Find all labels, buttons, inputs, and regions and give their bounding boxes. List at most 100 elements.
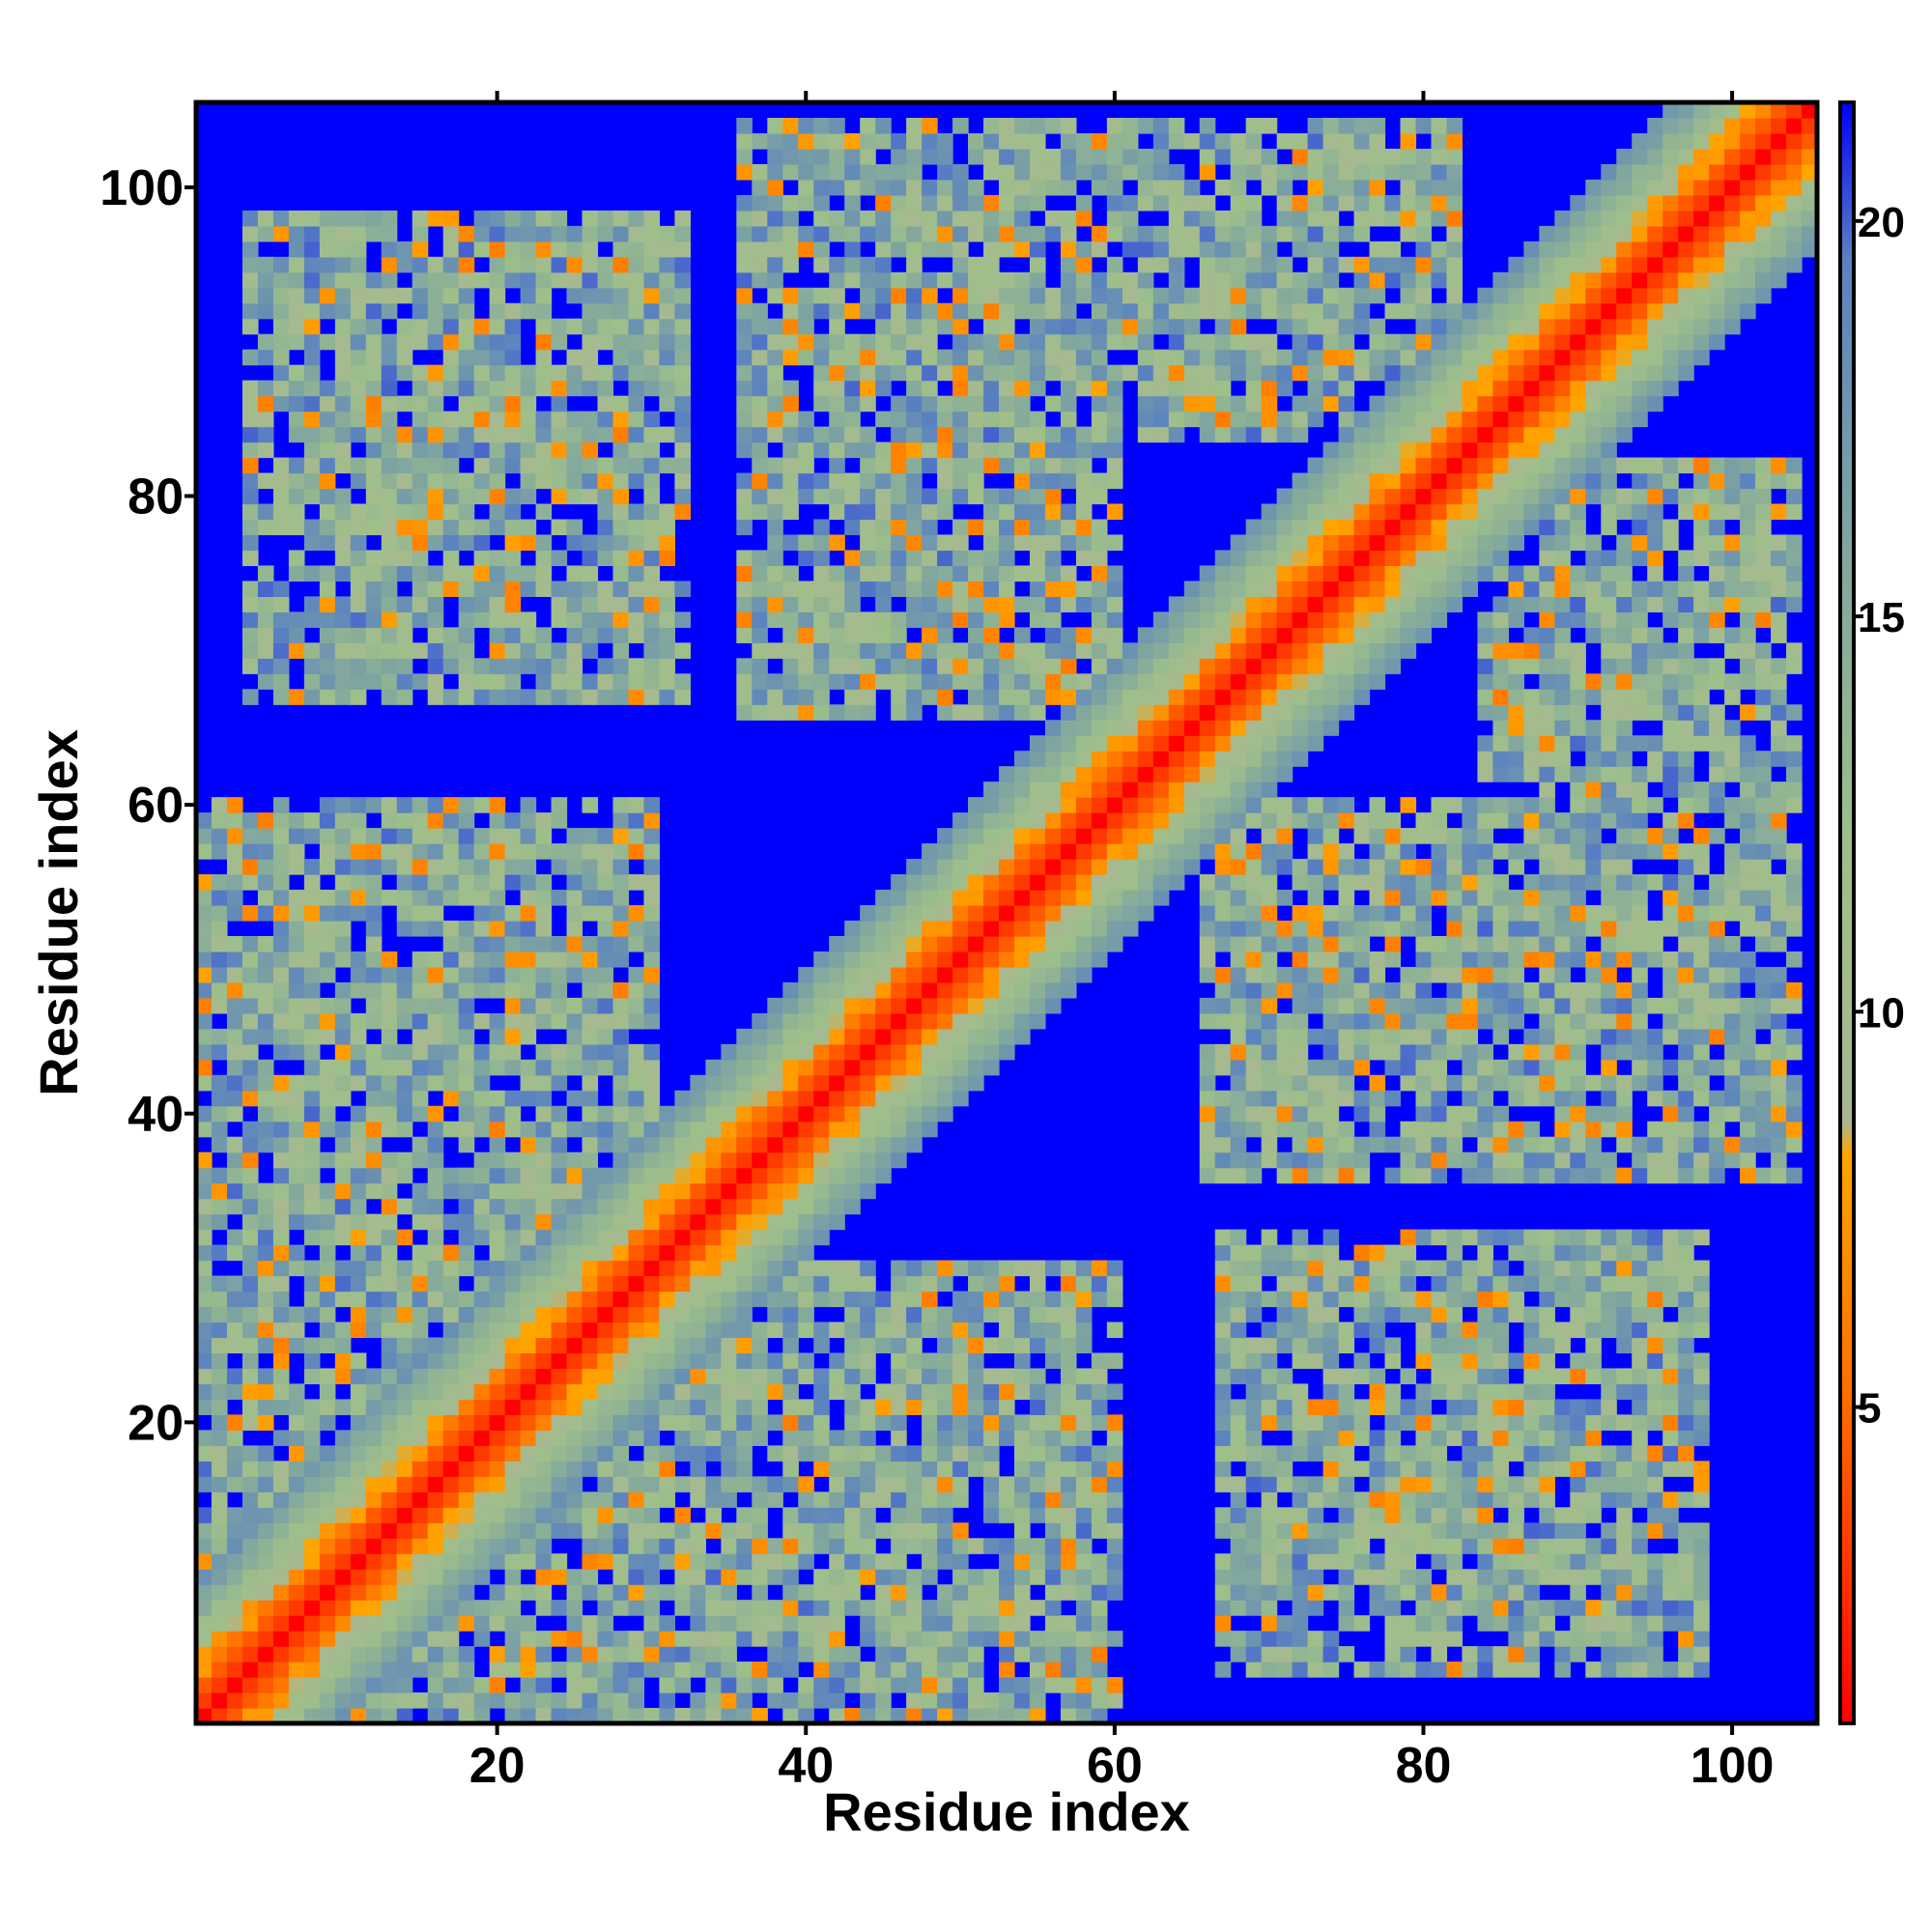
heatmap-cell <box>257 1260 274 1277</box>
heatmap-cell <box>381 1291 398 1308</box>
heatmap-cell <box>597 210 614 227</box>
heatmap-cell <box>906 1507 923 1523</box>
heatmap-cell <box>427 1430 444 1446</box>
heatmap-cell <box>1091 1522 1108 1539</box>
heatmap-cell <box>551 673 568 690</box>
heatmap-cell <box>1183 689 1201 705</box>
heatmap-cell <box>288 611 305 628</box>
heatmap-cell <box>752 132 768 150</box>
heatmap-cell <box>473 1167 491 1184</box>
heatmap-cell <box>983 1368 1000 1385</box>
heatmap-cell <box>922 951 938 968</box>
heatmap-cell <box>1060 689 1077 705</box>
heatmap-cell <box>365 1677 383 1693</box>
heatmap-cell <box>628 1012 645 1030</box>
heatmap-cell <box>813 1368 830 1385</box>
heatmap-cell <box>303 966 321 983</box>
heatmap-cell <box>504 1492 522 1508</box>
heatmap-cell <box>952 905 969 922</box>
heatmap-cell <box>242 1213 259 1231</box>
heatmap-cell <box>396 1151 413 1169</box>
heatmap-cell <box>427 812 444 829</box>
heatmap-cell <box>798 1522 814 1539</box>
heatmap-cell <box>922 673 938 690</box>
heatmap-cell <box>566 565 583 582</box>
heatmap-cell <box>1060 1569 1077 1585</box>
heatmap-cell <box>535 1012 553 1030</box>
heatmap-cell <box>1122 843 1139 860</box>
heatmap-cell <box>272 1399 290 1415</box>
heatmap-cell <box>272 843 290 860</box>
heatmap-cell <box>891 1368 907 1385</box>
heatmap-cell <box>767 241 783 258</box>
heatmap-cell <box>829 581 845 597</box>
heatmap-cell <box>381 1368 398 1385</box>
heatmap-cell <box>272 1522 290 1539</box>
heatmap-cell <box>520 210 537 227</box>
heatmap-cell <box>1230 766 1247 782</box>
heatmap-cell <box>1060 117 1077 134</box>
heatmap-cell <box>875 642 892 659</box>
heatmap-cell <box>767 565 783 582</box>
heatmap-cell <box>1075 1631 1093 1647</box>
heatmap-cell <box>489 920 506 937</box>
heatmap-cell <box>829 951 845 968</box>
heatmap-cell <box>381 1522 398 1539</box>
heatmap-cell <box>922 1600 938 1616</box>
heatmap-cell <box>813 611 830 628</box>
heatmap-cell <box>813 1337 830 1354</box>
heatmap-cell <box>906 966 923 983</box>
heatmap-cell <box>922 1291 938 1308</box>
heatmap-cell <box>674 395 691 412</box>
heatmap-cell <box>1152 426 1170 443</box>
heatmap-cell <box>427 1244 444 1262</box>
heatmap-cell <box>937 550 953 567</box>
heatmap-cell <box>1091 241 1108 258</box>
heatmap-cell <box>582 1260 599 1277</box>
heatmap-cell <box>442 997 460 1014</box>
heatmap-cell <box>798 1476 814 1492</box>
heatmap-cell <box>257 1121 274 1138</box>
heatmap-cell <box>999 179 1015 196</box>
heatmap-cell <box>1029 966 1046 983</box>
heatmap-cell <box>412 1538 429 1554</box>
heatmap-cell <box>690 1275 706 1293</box>
heatmap-cell <box>659 1213 676 1231</box>
heatmap-cell <box>350 457 367 474</box>
heatmap-cell <box>891 673 907 690</box>
heatmap-cell <box>1183 318 1201 335</box>
heatmap-cell <box>906 210 923 227</box>
heatmap-cell <box>659 596 676 612</box>
heatmap-cell <box>427 859 444 875</box>
heatmap-cell <box>412 828 429 844</box>
heatmap-cell <box>303 271 321 289</box>
heatmap-cell <box>968 565 984 582</box>
heatmap-cell <box>860 1631 876 1647</box>
heatmap-cell <box>1214 1321 1232 1339</box>
heatmap-cell <box>1044 1430 1062 1446</box>
heatmap-cell <box>752 1182 768 1200</box>
heatmap-cell <box>999 132 1015 150</box>
heatmap-cell <box>752 1167 768 1184</box>
heatmap-cell <box>690 1461 706 1477</box>
heatmap-cell <box>566 1445 583 1462</box>
heatmap-cell <box>1106 1507 1123 1523</box>
heatmap-cell <box>535 905 553 922</box>
heatmap-cell <box>272 1692 290 1709</box>
heatmap-cell <box>628 1105 645 1122</box>
heatmap-cell <box>628 395 645 412</box>
heatmap-cell <box>1122 302 1139 320</box>
heatmap-cell <box>1044 812 1062 829</box>
heatmap-cell <box>721 1646 737 1662</box>
heatmap-cell <box>844 951 861 968</box>
heatmap-cell <box>1230 689 1247 705</box>
heatmap-cell <box>1183 132 1201 150</box>
heatmap-cell <box>999 1260 1015 1277</box>
heatmap-cell <box>860 1507 876 1523</box>
heatmap-cell <box>1060 1461 1077 1477</box>
heatmap-cell <box>396 318 413 335</box>
heatmap-cell <box>473 935 491 952</box>
heatmap-cell <box>813 472 830 490</box>
heatmap-cell <box>798 966 814 983</box>
heatmap-cell <box>721 1337 737 1354</box>
